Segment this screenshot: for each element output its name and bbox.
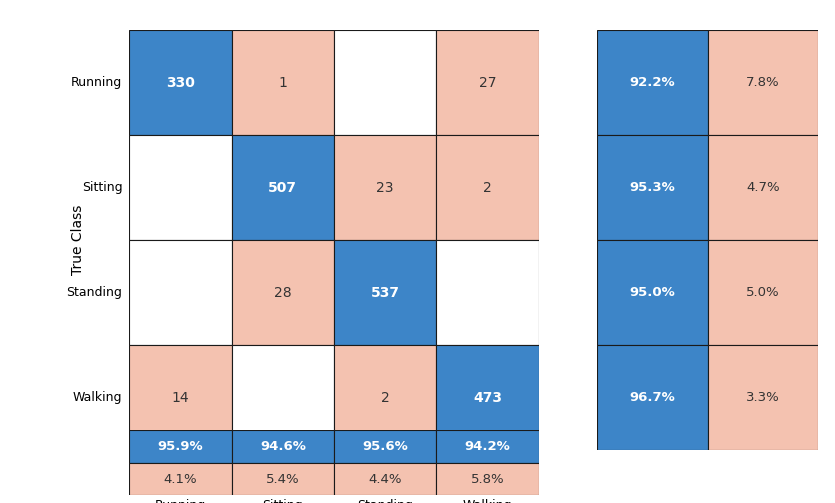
Text: Standing: Standing — [357, 499, 413, 503]
Text: Running: Running — [71, 76, 122, 89]
Text: 5.4%: 5.4% — [266, 473, 300, 485]
Text: 4.7%: 4.7% — [746, 181, 780, 194]
Text: True Class: True Class — [71, 205, 85, 275]
Bar — [597, 345, 707, 450]
Bar — [129, 345, 232, 450]
Bar — [437, 463, 539, 495]
Bar — [129, 430, 232, 463]
Text: 4.4%: 4.4% — [368, 473, 402, 485]
Bar — [232, 463, 334, 495]
Bar — [129, 240, 232, 345]
Text: 2: 2 — [381, 391, 389, 405]
Bar — [129, 135, 232, 240]
Bar — [232, 240, 334, 345]
Text: 5.0%: 5.0% — [746, 286, 780, 299]
Bar — [129, 30, 232, 135]
Text: 2: 2 — [483, 181, 492, 195]
Text: 23: 23 — [377, 181, 394, 195]
Text: 330: 330 — [166, 75, 195, 90]
Bar — [334, 30, 437, 135]
Text: Standing: Standing — [67, 286, 122, 299]
Text: 92.2%: 92.2% — [630, 76, 676, 89]
Text: 27: 27 — [478, 75, 496, 90]
Text: 3.3%: 3.3% — [746, 391, 780, 404]
Bar — [707, 135, 818, 240]
Text: 1: 1 — [278, 75, 287, 90]
Text: Sitting: Sitting — [82, 181, 122, 194]
Text: Sitting: Sitting — [262, 499, 303, 503]
Text: 537: 537 — [371, 286, 400, 300]
Bar — [334, 135, 437, 240]
Bar — [437, 135, 539, 240]
Text: 94.2%: 94.2% — [464, 440, 510, 453]
Bar — [437, 345, 539, 450]
Bar — [597, 30, 707, 135]
Text: 95.6%: 95.6% — [362, 440, 408, 453]
Bar — [597, 135, 707, 240]
Text: 507: 507 — [268, 181, 297, 195]
Bar — [707, 345, 818, 450]
Bar — [437, 240, 539, 345]
Bar — [597, 240, 707, 345]
Bar — [232, 135, 334, 240]
Text: 96.7%: 96.7% — [630, 391, 676, 404]
Bar — [437, 30, 539, 135]
Bar — [129, 463, 232, 495]
Bar — [334, 463, 437, 495]
Text: Running: Running — [155, 499, 206, 503]
Bar — [334, 345, 437, 450]
Text: 95.9%: 95.9% — [158, 440, 204, 453]
Text: 14: 14 — [172, 391, 190, 405]
Text: 94.6%: 94.6% — [260, 440, 306, 453]
Text: Walking: Walking — [463, 499, 512, 503]
Bar — [334, 240, 437, 345]
Bar — [232, 30, 334, 135]
Text: 7.8%: 7.8% — [746, 76, 780, 89]
Bar — [232, 430, 334, 463]
Bar — [707, 240, 818, 345]
Bar — [334, 430, 437, 463]
Text: 95.3%: 95.3% — [630, 181, 676, 194]
Bar — [707, 30, 818, 135]
Text: 5.8%: 5.8% — [471, 473, 504, 485]
Bar — [437, 430, 539, 463]
Text: 95.0%: 95.0% — [630, 286, 676, 299]
Text: 4.1%: 4.1% — [164, 473, 197, 485]
Text: 473: 473 — [473, 391, 502, 405]
Text: Walking: Walking — [73, 391, 122, 404]
Text: 28: 28 — [274, 286, 291, 300]
Bar — [232, 345, 334, 450]
